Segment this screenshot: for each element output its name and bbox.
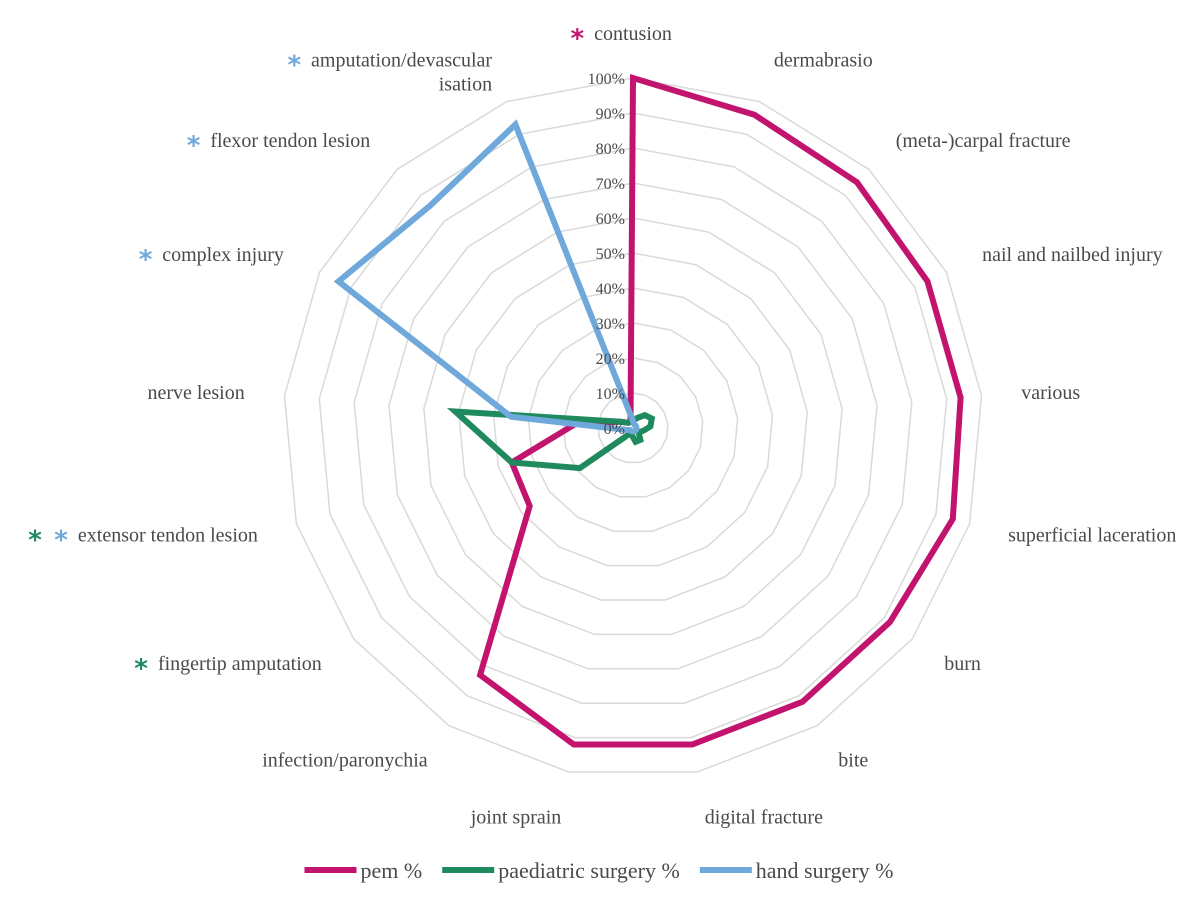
category-label-group: fingertip amputation * [134, 653, 322, 684]
category-label: burn [944, 653, 981, 675]
grid-ring [318, 112, 948, 739]
tick-label: 20% [596, 351, 625, 368]
tick-label: 60% [596, 211, 625, 228]
category-label-group: extensor tendon lesion * * [28, 525, 258, 556]
grid-ring [562, 357, 704, 498]
significance-star-icon: * [570, 24, 584, 54]
category-label: (meta-)carpal fracture [896, 130, 1071, 152]
tick-label: 0% [604, 421, 625, 438]
category-label: various [1021, 382, 1080, 404]
legend-label: pem % [361, 858, 423, 883]
category-label-group: bite [838, 750, 868, 772]
category-label-group: dermabrasio [774, 49, 873, 71]
category-label-line: joint sprain [470, 806, 562, 828]
category-label-group: complex injury * [139, 244, 284, 275]
category-label-line: burn [944, 653, 981, 675]
significance-star-icon: * [187, 131, 201, 161]
category-label-line: digital fracture [705, 806, 823, 828]
tick-label: 100% [588, 71, 625, 88]
category-label: joint sprain [470, 806, 562, 828]
significance-star-icon: * [54, 526, 68, 556]
category-label-group: (meta-)carpal fracture [896, 130, 1071, 152]
category-label-line: nerve lesion [148, 382, 245, 404]
tick-label: 70% [596, 176, 625, 193]
category-label: infection/paronychia [262, 750, 428, 772]
category-labels: contusion * dermabrasio (meta-)carpal fract… [28, 23, 1176, 828]
category-label-line: (meta-)carpal fracture [896, 130, 1071, 152]
radial-tick-labels: 0% 10% 20% 30% 40% 50% 60% 70% 80% 90% 100% [588, 71, 625, 438]
category-label-line: nail and nailbed injury [982, 244, 1163, 266]
category-label: extensor tendon lesion [78, 525, 258, 547]
category-label-group: flexor tendon lesion * [187, 130, 371, 161]
category-label-group: amputation/devascular isation * [287, 49, 492, 95]
category-label-line: infection/paronychia [262, 750, 428, 772]
grid-ring [423, 217, 843, 636]
grid-ring [283, 77, 983, 773]
category-label: nerve lesion [148, 382, 245, 404]
category-label-group: various [1021, 382, 1080, 404]
series-line-1 [446, 407, 656, 472]
category-label-line: isation [439, 73, 492, 95]
grid-ring [527, 322, 739, 532]
category-label: digital fracture [705, 806, 823, 828]
category-label-group: digital fracture [705, 806, 823, 828]
tick-label: 50% [596, 246, 625, 263]
significance-star-icon: * [28, 526, 42, 556]
category-label-group: infection/paronychia [262, 750, 428, 772]
category-label: flexor tendon lesion [210, 130, 370, 152]
legend-label: paediatric surgery % [498, 858, 680, 883]
category-label-line: bite [838, 750, 868, 772]
tick-label: 10% [596, 386, 625, 403]
significance-star-icon: * [134, 654, 148, 684]
tick-label: 30% [596, 316, 625, 333]
category-label: contusion [594, 23, 672, 45]
category-label: nail and nailbed injury [982, 244, 1163, 266]
grid-ring [492, 287, 774, 567]
radar-grid [283, 77, 983, 773]
series-line-0 [476, 73, 964, 748]
category-label-line: various [1021, 382, 1080, 404]
category-label-line: extensor tendon lesion [78, 525, 258, 547]
significance-star-icon: * [139, 245, 153, 275]
legend-label: hand surgery % [756, 858, 894, 883]
tick-label: 80% [596, 141, 625, 158]
category-label-group: nerve lesion [148, 382, 245, 404]
category-label: complex injury [162, 244, 284, 266]
tick-label: 90% [596, 106, 625, 123]
legend: pem % paediatric surgery % hand surgery % [304, 858, 893, 883]
category-label: dermabrasio [774, 49, 873, 71]
category-label-group: contusion * [570, 23, 671, 54]
category-label-group: joint sprain [470, 806, 562, 828]
category-label: amputation/devascular isation [311, 49, 492, 95]
grid-ring [457, 252, 809, 601]
category-label-line: complex injury [162, 244, 284, 266]
category-label: bite [838, 750, 868, 772]
category-label-line: flexor tendon lesion [210, 130, 370, 152]
category-label-line: contusion [594, 23, 672, 45]
category-label: fingertip amputation [158, 653, 322, 675]
significance-star-icon: * [287, 50, 301, 80]
grid-ring [597, 392, 669, 464]
category-label-line: fingertip amputation [158, 653, 322, 675]
category-label-line: amputation/devascular [311, 49, 492, 71]
tick-label: 40% [596, 281, 625, 298]
grid-ring [388, 182, 878, 670]
category-label-group: nail and nailbed injury [982, 244, 1163, 266]
category-label-group: burn [944, 653, 981, 675]
category-label: superficial laceration [1008, 525, 1176, 547]
radar-series [333, 73, 964, 748]
category-label-line: superficial laceration [1008, 525, 1176, 547]
series-line-2 [333, 119, 640, 435]
category-label-line: dermabrasio [774, 49, 873, 71]
category-label-group: superficial laceration [1008, 525, 1176, 547]
grid-ring [353, 147, 913, 704]
